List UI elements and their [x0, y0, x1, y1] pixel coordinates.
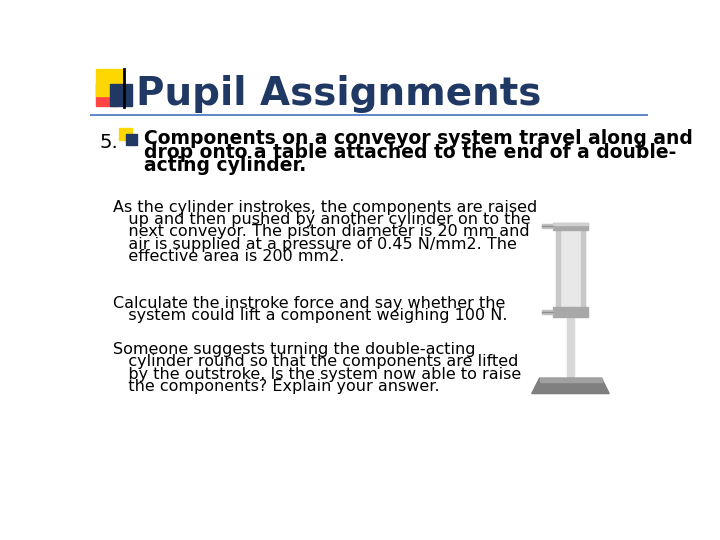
Text: Components on a conveyor system travel along and: Components on a conveyor system travel a… — [144, 129, 693, 148]
Bar — [120, 128, 132, 140]
Bar — [96, 69, 124, 96]
Text: cylinder round so that the components are lifted: cylinder round so that the components ar… — [113, 354, 518, 369]
Text: drop onto a table attached to the end of a double-: drop onto a table attached to the end of… — [144, 143, 677, 161]
Bar — [542, 224, 553, 228]
Text: system could lift a component weighing 100 N.: system could lift a component weighing 1… — [113, 308, 508, 323]
Text: Someone suggests turning the double-acting: Someone suggests turning the double-acti… — [113, 342, 476, 357]
Text: 5.: 5. — [99, 132, 118, 152]
Bar — [542, 309, 553, 314]
Bar — [553, 222, 588, 231]
Text: the components? Explain your answer.: the components? Explain your answer. — [113, 379, 440, 394]
Text: by the outstroke. Is the system now able to raise: by the outstroke. Is the system now able… — [113, 367, 521, 382]
Bar — [567, 316, 574, 378]
Text: acting cylinder.: acting cylinder. — [144, 157, 307, 176]
Text: As the cylinder instrokes, the components are raised: As the cylinder instrokes, the component… — [113, 200, 538, 214]
Bar — [556, 231, 560, 307]
Text: up and then pushed by another cylinder on to the: up and then pushed by another cylinder o… — [113, 212, 531, 227]
Text: air is supplied at a pressure of 0.45 N/mm2. The: air is supplied at a pressure of 0.45 N/… — [113, 237, 517, 252]
Bar — [96, 84, 118, 106]
Bar — [126, 134, 137, 145]
Text: effective area is 200 mm2.: effective area is 200 mm2. — [113, 249, 345, 264]
Bar — [556, 231, 585, 307]
Text: next conveyor. The piston diameter is 20 mm and: next conveyor. The piston diameter is 20… — [113, 224, 530, 239]
Bar — [110, 84, 132, 106]
Bar — [580, 231, 585, 307]
Polygon shape — [532, 378, 609, 394]
Bar — [553, 222, 588, 225]
Bar — [539, 378, 601, 382]
Text: Calculate the instroke force and say whether the: Calculate the instroke force and say whe… — [113, 296, 505, 311]
Text: Pupil Assignments: Pupil Assignments — [137, 75, 542, 113]
Bar — [553, 307, 588, 316]
